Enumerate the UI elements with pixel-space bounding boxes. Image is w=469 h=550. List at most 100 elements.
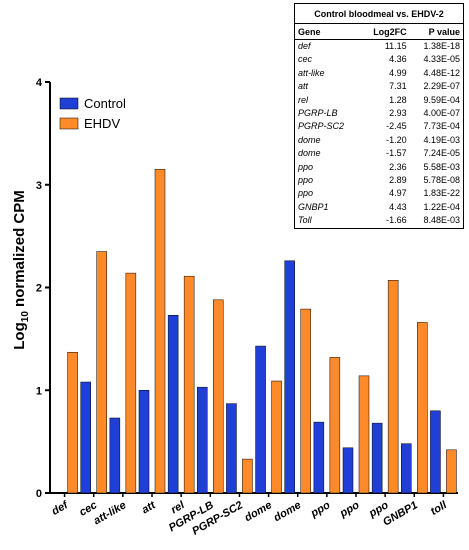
stats-cell-gene: rel: [298, 94, 309, 105]
bar-ehdv: [446, 449, 457, 494]
stats-cell-gene: ppo: [298, 188, 314, 199]
stats-row: dome -1.57 7.24E-05: [295, 147, 463, 160]
stats-cell-gene: def: [298, 41, 311, 51]
bar-control: [342, 447, 354, 494]
x-tick-label: att-like: [92, 499, 129, 527]
bar-control: [109, 417, 121, 494]
stats-cell-gene: PGRP-SC2: [298, 121, 345, 132]
stats-table-body: def 11.15 1.38E-18 cec 4.36 4.33E-05 att-like 4…: [295, 40, 463, 228]
legend-swatch-control: [59, 97, 79, 110]
bar-control: [167, 314, 179, 494]
stats-row: att-like 4.99 4.48E-12: [295, 67, 463, 80]
stats-cell-pvalue: 4.19E-03: [423, 134, 460, 145]
bar-ehdv: [358, 375, 370, 494]
stats-cell-log2fc: 7.31: [389, 81, 407, 92]
stats-cell-pvalue: 4.33E-05: [423, 54, 460, 65]
stats-row: ppo 2.89 5.78E-08: [295, 174, 463, 187]
bar-control: [138, 390, 150, 494]
stats-cell-gene: cec: [298, 54, 313, 65]
stats-cell-gene: att-like: [298, 67, 325, 78]
stats-row: PGRP-SC2 -2.45 7.73E-04: [295, 120, 463, 133]
stats-cell-pvalue: 7.24E-05: [423, 148, 460, 159]
stats-cell-pvalue: 5.78E-08: [423, 175, 460, 186]
stats-row: rel 1.28 9.59E-04: [295, 94, 463, 107]
bar-control: [226, 403, 237, 494]
y-tick-label: 0: [36, 488, 42, 500]
bar-ehdv: [125, 272, 137, 494]
stats-cell-gene: att: [298, 81, 309, 92]
stats-cell-pvalue: 4.48E-12: [423, 67, 460, 78]
bar-ehdv: [154, 169, 166, 494]
stats-row: cec 4.36 4.33E-05: [295, 53, 463, 66]
bar-control: [401, 443, 412, 494]
bar-ehdv: [242, 458, 253, 494]
stats-row: ppo 2.36 5.58E-03: [295, 161, 463, 174]
stats-cell-log2fc: -1.66: [386, 215, 407, 226]
stats-cell-gene: Toll: [298, 215, 312, 226]
y-axis-label: Log10 normalized CPM: [11, 190, 31, 349]
x-tick-label: def: [50, 499, 71, 518]
stats-cell-log2fc: 4.36: [389, 54, 407, 65]
bar-control: [313, 421, 325, 494]
stats-row: att 7.31 2.29E-07: [295, 80, 463, 93]
stats-row: Toll -1.66 8.48E-03: [295, 214, 463, 227]
stats-cell-log2fc: 11.15: [384, 41, 407, 51]
bar-ehdv: [213, 299, 224, 494]
stats-row: PGRP-LB 2.93 4.00E-07: [295, 107, 463, 120]
bar-control: [80, 381, 91, 494]
bar-ehdv: [417, 322, 428, 494]
stats-cell-pvalue: 5.58E-03: [423, 161, 460, 172]
stats-cell-pvalue: 1.22E-04: [423, 201, 460, 212]
bar-ehdv: [67, 351, 78, 494]
bar-ehdv: [387, 280, 399, 494]
stats-table: Gene Log2FC P value def 11.15 1.38E-18 cec 4…: [295, 24, 463, 228]
legend-label-control: Control: [84, 96, 126, 111]
stats-cell-log2fc: 2.89: [389, 175, 407, 186]
bars: [67, 169, 457, 494]
y-tick-label: 3: [36, 180, 42, 192]
stats-table-box: Control bloodmeal vs. EHDV-2 Gene Log2FC…: [294, 3, 464, 229]
stats-cell-pvalue: 2.29E-07: [423, 81, 460, 92]
legend: Control EHDV: [59, 96, 126, 131]
bar-ehdv: [271, 380, 282, 494]
stats-cell-gene: dome: [298, 148, 321, 159]
bar-ehdv: [300, 308, 311, 494]
bar-ehdv: [96, 251, 107, 494]
stats-header-pvalue: P value: [409, 24, 463, 40]
stats-row: ppo 4.97 1.83E-22: [295, 187, 463, 200]
stats-cell-gene: ppo: [298, 161, 314, 172]
stats-cell-log2fc: 4.97: [389, 188, 407, 199]
stats-header-row: Gene Log2FC P value: [295, 24, 463, 40]
legend-label-ehdv: EHDV: [84, 116, 120, 131]
bar-control: [197, 386, 208, 494]
legend-swatch-ehdv: [59, 117, 79, 130]
stats-cell-gene: dome: [298, 134, 321, 145]
stats-cell-log2fc: 1.28: [389, 94, 407, 105]
stats-cell-pvalue: 1.83E-22: [423, 188, 460, 199]
stats-header-log2fc: Log2FC: [360, 24, 410, 40]
x-tick-label: dome: [243, 499, 274, 524]
stats-row: dome -1.20 4.19E-03: [295, 134, 463, 147]
stats-cell-log2fc: 4.43: [389, 201, 407, 212]
stats-cell-gene: GNBP1: [298, 201, 329, 212]
stats-cell-pvalue: 9.59E-04: [423, 94, 460, 105]
y-tick-label: 1: [36, 385, 42, 397]
stats-cell-log2fc: -1.57: [386, 148, 407, 159]
stats-cell-gene: PGRP-LB: [298, 108, 338, 119]
stats-cell-pvalue: 1.38E-18: [423, 41, 460, 51]
stats-cell-log2fc: -2.45: [386, 121, 407, 132]
stats-cell-pvalue: 7.73E-04: [423, 121, 460, 132]
stats-cell-log2fc: 2.36: [389, 161, 407, 172]
y-tick-label: 2: [36, 283, 42, 295]
bar-control: [430, 410, 441, 494]
stats-row: GNBP1 4.43 1.22E-04: [295, 201, 463, 214]
bar-ehdv: [329, 357, 341, 494]
stats-cell-log2fc: -1.20: [386, 134, 407, 145]
y-tick-label: 4: [36, 77, 43, 89]
stats-cell-log2fc: 2.93: [389, 108, 407, 119]
x-tick-label: ppo: [337, 499, 362, 520]
stats-cell-pvalue: 4.00E-07: [423, 108, 460, 119]
x-tick-label: att: [140, 499, 159, 517]
